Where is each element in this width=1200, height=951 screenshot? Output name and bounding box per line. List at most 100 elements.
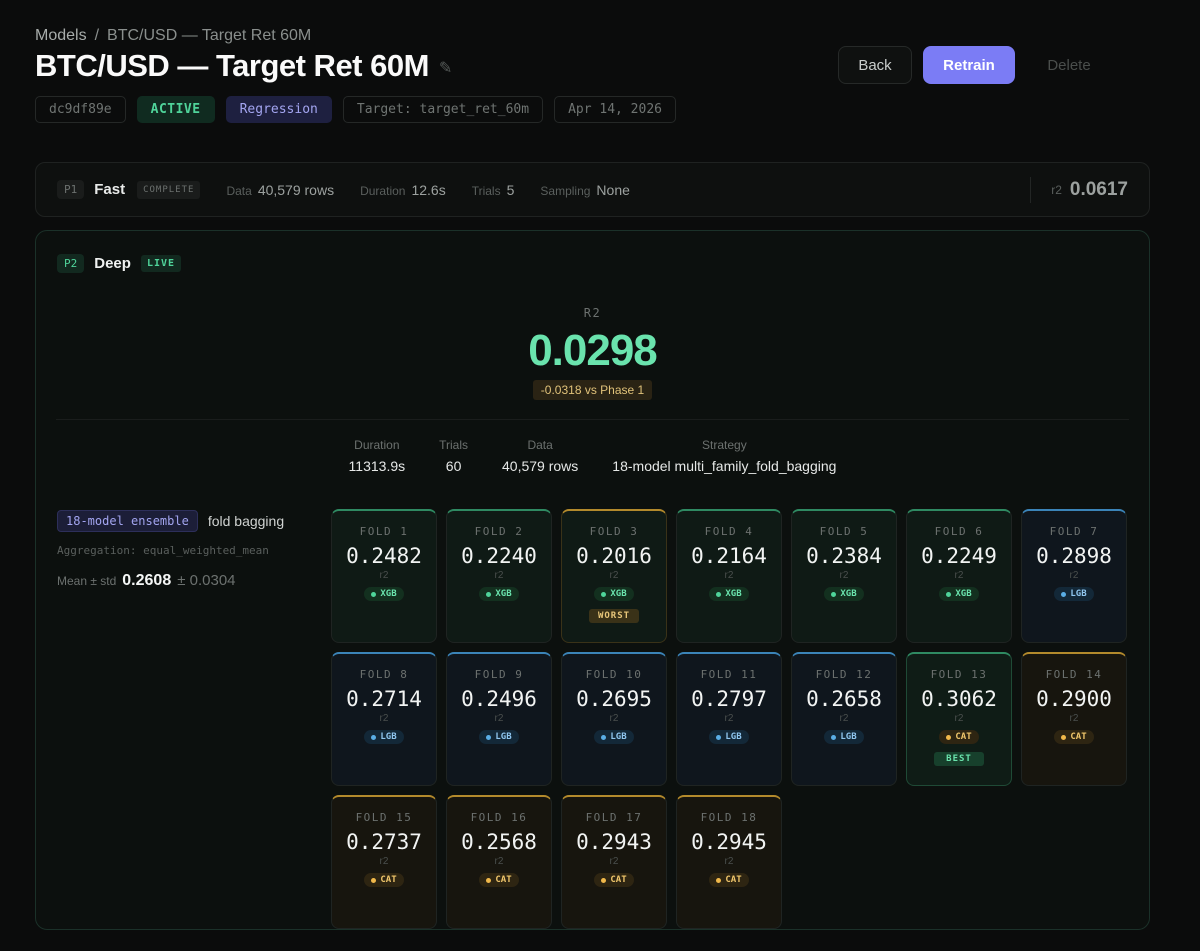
dot-icon (716, 877, 722, 883)
fold-label: FOLD 1 (359, 525, 409, 538)
ensemble-summary: 18-model ensemble fold bagging Aggregati… (57, 510, 317, 590)
dot-icon (716, 591, 722, 597)
fold-metric: r2 (954, 713, 964, 724)
phase2-pill: P2 (57, 254, 85, 273)
phase2-panel: P2 Deep LIVE R2 0.0298 -0.0318 vs Phase … (35, 230, 1150, 930)
date-tag: Apr 14, 2026 (554, 96, 676, 123)
dot-icon (946, 734, 952, 740)
fold-metric: r2 (609, 856, 619, 867)
std-value: ± 0.0304 (177, 572, 236, 589)
stat-trials-value: 60 (445, 458, 462, 474)
fold-label: FOLD 9 (474, 668, 524, 681)
dot-icon (601, 877, 607, 883)
stat-duration: Duration 11313.9s (349, 438, 406, 474)
phase2-header: P2 Deep LIVE (57, 254, 182, 273)
model-family-label: XGB (380, 589, 397, 599)
fold-metric: r2 (954, 570, 964, 581)
phase1-duration-value: 12.6s (411, 181, 446, 198)
fold-card[interactable]: FOLD 10 0.2695 r2 LGB (561, 652, 667, 786)
delete-button[interactable]: Delete (1047, 56, 1091, 74)
retrain-button[interactable]: Retrain (923, 46, 1015, 84)
fold-card[interactable]: FOLD 8 0.2714 r2 LGB (331, 652, 437, 786)
model-family-label: XGB (955, 589, 972, 599)
phase1-name: Fast (94, 181, 126, 198)
dot-icon (371, 591, 377, 597)
fold-card[interactable]: FOLD 16 0.2568 r2 CAT (446, 795, 552, 929)
pencil-icon[interactable]: ✎ (438, 60, 452, 77)
fold-label: FOLD 8 (359, 668, 409, 681)
mean-value: 0.2608 (122, 572, 172, 589)
fold-card[interactable]: FOLD 14 0.2900 r2 CAT (1021, 652, 1127, 786)
dot-icon (486, 877, 492, 883)
model-family-label: CAT (955, 732, 972, 742)
model-family-label: XGB (495, 589, 512, 599)
fold-card[interactable]: FOLD 4 0.2164 r2 XGB (676, 509, 782, 643)
model-family-badge: LGB (594, 730, 634, 744)
target-tag: Target: target_ret_60m (342, 96, 544, 123)
fold-card[interactable]: FOLD 6 0.2249 r2 XGB (906, 509, 1012, 643)
fold-card[interactable]: FOLD 2 0.2240 r2 XGB (446, 509, 552, 643)
stat-duration-value: 11313.9s (348, 458, 406, 474)
breadcrumb-models-link[interactable]: Models (35, 27, 87, 44)
stat-data-label: Data (527, 438, 553, 452)
fold-card[interactable]: FOLD 3 0.2016 r2 XGB WORST (561, 509, 667, 643)
fold-card[interactable]: FOLD 5 0.2384 r2 XGB (791, 509, 897, 643)
fold-label: FOLD 14 (1045, 668, 1103, 681)
stat-strategy-label: Strategy (702, 438, 747, 452)
fold-label: FOLD 16 (470, 811, 528, 824)
header-actions: Back Retrain Delete (780, 46, 1200, 84)
phase1-trials: Trials 5 (472, 182, 515, 198)
model-family-badge: CAT (939, 730, 979, 744)
phase2-name: Deep (94, 255, 131, 272)
fold-card[interactable]: FOLD 1 0.2482 r2 XGB (331, 509, 437, 643)
back-button[interactable]: Back (838, 46, 912, 84)
fold-value: 0.2249 (921, 544, 997, 568)
phase1-summary-bar[interactable]: P1 Fast COMPLETE Data 40,579 rows Durati… (35, 162, 1150, 217)
fold-card[interactable]: FOLD 18 0.2945 r2 CAT (676, 795, 782, 929)
fold-metric: r2 (1069, 713, 1079, 724)
model-family-label: XGB (725, 589, 742, 599)
fold-card[interactable]: FOLD 13 0.3062 r2 CAT BEST (906, 652, 1012, 786)
model-family-label: LGB (725, 732, 742, 742)
phase1-duration: Duration 12.6s (360, 182, 446, 198)
phase1-data: Data 40,579 rows (226, 182, 334, 198)
dot-icon (601, 591, 607, 597)
model-family-label: LGB (840, 732, 857, 742)
fold-value: 0.2240 (461, 544, 537, 568)
model-family-label: LGB (1070, 589, 1087, 599)
phase1-sampling-value: None (596, 181, 630, 198)
mean-std-label: Mean ± std (57, 574, 117, 588)
model-id-tag: dc9df89e (35, 96, 126, 123)
fold-card[interactable]: FOLD 15 0.2737 r2 CAT (331, 795, 437, 929)
hero-metric-label: R2 (583, 306, 602, 320)
fold-card[interactable]: FOLD 11 0.2797 r2 LGB (676, 652, 782, 786)
stat-strategy: Strategy 18-model multi_family_fold_bagg… (612, 438, 836, 474)
fold-label: FOLD 3 (589, 525, 639, 538)
fold-card[interactable]: FOLD 12 0.2658 r2 LGB (791, 652, 897, 786)
phase1-trials-value: 5 (506, 181, 515, 198)
fold-value: 0.2384 (806, 544, 882, 568)
fold-metric: r2 (724, 713, 734, 724)
breadcrumb: Models / BTC/USD — Target Ret 60M (35, 27, 311, 45)
phase1-pill: P1 (57, 180, 85, 199)
fold-card[interactable]: FOLD 17 0.2943 r2 CAT (561, 795, 667, 929)
fold-value: 0.2945 (691, 830, 767, 854)
fold-label: FOLD 15 (355, 811, 413, 824)
stat-duration-label: Duration (354, 438, 400, 452)
fold-label: FOLD 7 (1049, 525, 1099, 538)
fold-card[interactable]: FOLD 9 0.2496 r2 LGB (446, 652, 552, 786)
breadcrumb-separator: / (94, 27, 100, 44)
fold-metric: r2 (724, 570, 734, 581)
hero-metric-value: 0.0298 (528, 326, 658, 375)
fold-value: 0.2496 (461, 687, 537, 711)
model-family-badge: XGB (594, 587, 634, 601)
stat-strategy-value: 18-model multi_family_fold_bagging (612, 458, 837, 474)
model-family-label: LGB (380, 732, 397, 742)
fold-value: 0.2164 (691, 544, 767, 568)
fold-metric: r2 (1069, 570, 1079, 581)
model-family-badge: LGB (479, 730, 519, 744)
fold-card[interactable]: FOLD 7 0.2898 r2 LGB (1021, 509, 1127, 643)
stat-trials: Trials 60 (439, 438, 468, 474)
fold-metric: r2 (839, 713, 849, 724)
model-family-label: LGB (495, 732, 512, 742)
